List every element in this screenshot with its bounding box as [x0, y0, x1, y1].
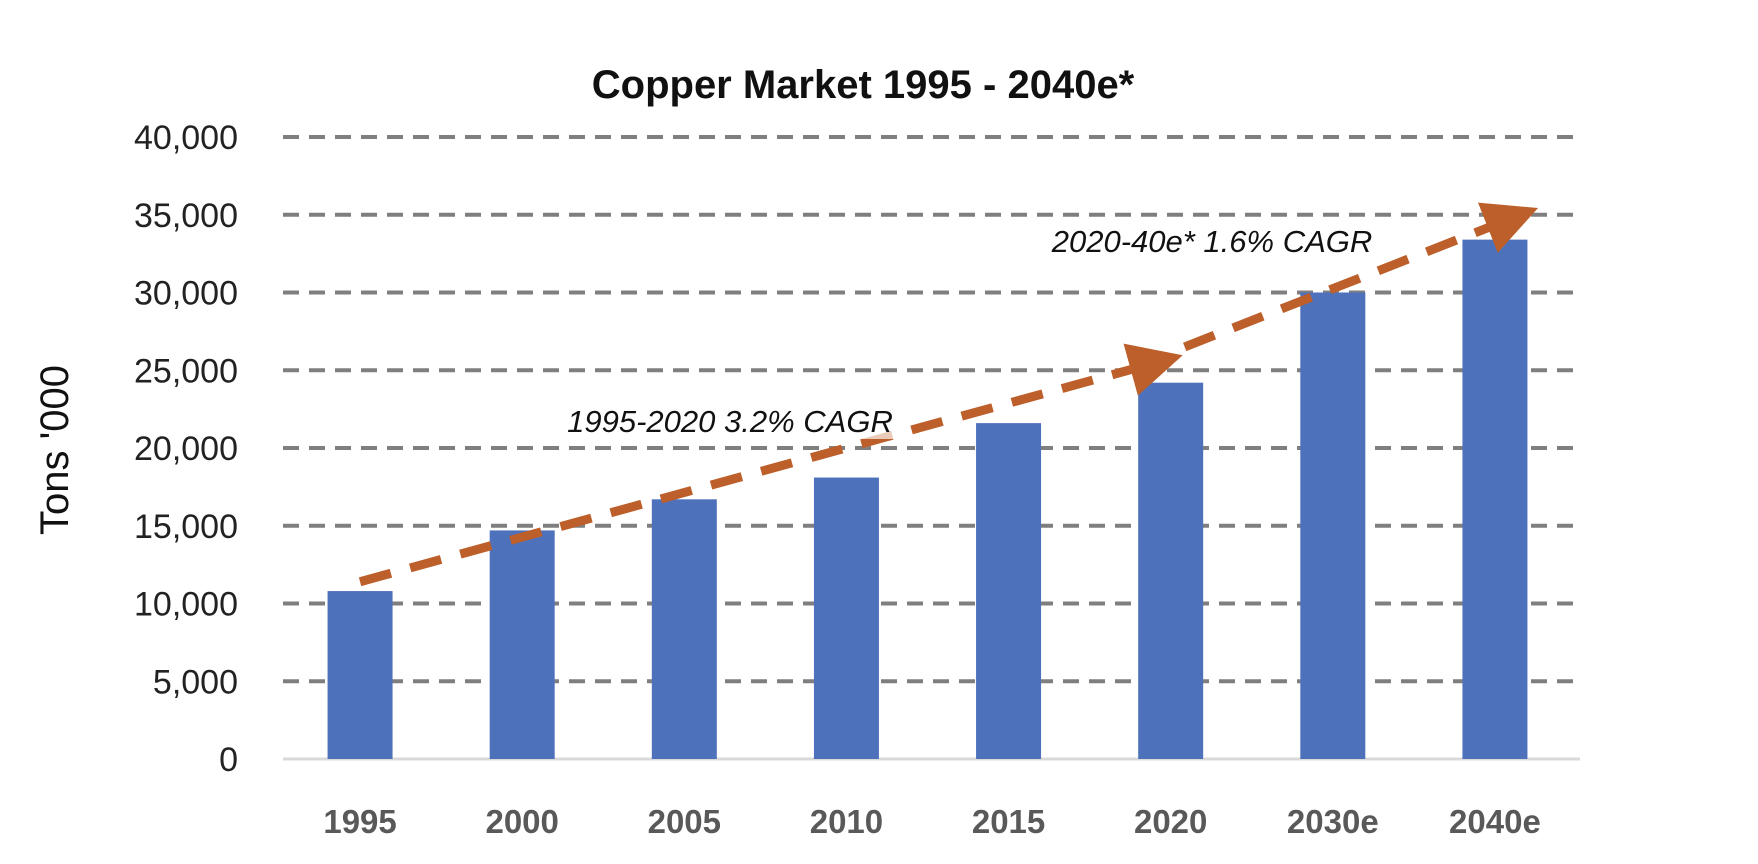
x-tick-label: 2010: [810, 803, 883, 840]
bar: [651, 499, 717, 759]
x-tick-label: 2030e: [1287, 803, 1379, 840]
trend-arrows: [358, 202, 1539, 587]
y-tick-label: 10,000: [134, 586, 238, 624]
annotation-background: [563, 406, 897, 439]
cagr-annotation: 1995-2020 3.2% CAGR: [567, 404, 893, 439]
y-tick-label: 30,000: [134, 275, 238, 313]
x-tick-label: 2005: [648, 803, 721, 840]
y-tick-label: 35,000: [134, 197, 238, 235]
chart-title: Copper Market 1995 - 2040e*: [592, 63, 1135, 107]
y-tick-label: 40,000: [134, 119, 238, 157]
bar: [1300, 292, 1366, 759]
bar: [813, 477, 879, 759]
bars: [327, 239, 1528, 759]
x-tick-label: 2040e: [1449, 803, 1541, 840]
y-tick-label: 0: [219, 741, 238, 779]
y-tick-label: 15,000: [134, 508, 238, 546]
bar: [1462, 239, 1528, 759]
x-tick-label: 1995: [323, 803, 396, 840]
gridlines: [283, 135, 1580, 761]
x-axis-ticks: 1995 2000 2005 2010 2015 2020 2030e 2040e: [323, 803, 1540, 840]
annotation-background: [1046, 226, 1377, 259]
cagr-annotation: 2020-40e* 1.6% CAGR: [1051, 224, 1373, 259]
x-tick-label: 2000: [485, 803, 558, 840]
y-tick-label: 20,000: [134, 430, 238, 468]
x-tick-label: 2015: [972, 803, 1045, 840]
trend-arrow: [358, 343, 1183, 587]
y-tick-label: 5,000: [153, 663, 238, 701]
trend-arrow: [1183, 202, 1539, 352]
annotations: 1995-2020 3.2% CAGR 2020-40e* 1.6% CAGR: [563, 224, 1377, 439]
y-axis-label: Tons '000: [33, 365, 77, 535]
y-tick-label: 25,000: [134, 352, 238, 390]
x-tick-label: 2020: [1134, 803, 1207, 840]
bar: [1138, 382, 1204, 759]
y-axis-ticks: 0 5,000 10,000 15,000 20,000 25,000 30,000 35,0…: [134, 119, 238, 779]
bar: [489, 530, 555, 759]
bar: [976, 423, 1042, 759]
bar: [327, 591, 393, 759]
